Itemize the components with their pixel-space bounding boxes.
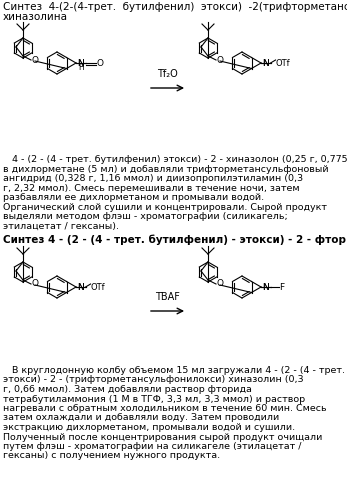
- Text: Синтез  4-(2-(4-трет.  бутилфенил)  этокси)  -2(трифторметансульфонилокси): Синтез 4-(2-(4-трет. бутилфенил) этокси)…: [3, 2, 347, 12]
- Text: разбавляли ее дихлорметаном и промывали водой.: разбавляли ее дихлорметаном и промывали …: [3, 193, 264, 202]
- Text: N: N: [262, 58, 269, 67]
- Text: OTf: OTf: [276, 59, 290, 68]
- Text: O: O: [217, 279, 224, 288]
- Text: в дихлорметане (5 мл) и добавляли трифторметансульфоновый: в дихлорметане (5 мл) и добавляли трифто…: [3, 165, 329, 174]
- Text: N: N: [262, 282, 269, 291]
- Text: TBAF: TBAF: [154, 292, 179, 302]
- Text: N: N: [77, 58, 84, 67]
- Text: O: O: [96, 59, 103, 68]
- Text: нагревали с обратным холодильником в течение 60 мин. Смесь: нагревали с обратным холодильником в теч…: [3, 404, 327, 413]
- Text: OTf: OTf: [91, 283, 105, 292]
- Text: H: H: [78, 62, 84, 71]
- Text: тетрабутиламмония (1 М в ТГФ, 3,3 мл, 3,3 ммол) и раствор: тетрабутиламмония (1 М в ТГФ, 3,3 мл, 3,…: [3, 395, 305, 404]
- Text: N: N: [77, 282, 84, 291]
- Text: O: O: [32, 55, 39, 64]
- Text: этокси) - 2 - (трифторметансульфонилокси) хиназолин (0,3: этокси) - 2 - (трифторметансульфонилокси…: [3, 376, 304, 385]
- Text: этилацетат / гексаны).: этилацетат / гексаны).: [3, 222, 119, 231]
- Text: N: N: [77, 282, 84, 291]
- Text: F: F: [280, 282, 285, 291]
- Text: хиназолина: хиназолина: [3, 12, 68, 22]
- Text: выделяли методом флэш - хроматографии (силикагель;: выделяли методом флэш - хроматографии (с…: [3, 212, 288, 221]
- Text: O: O: [32, 279, 39, 288]
- Text: В круглодонную колбу объемом 15 мл загружали 4 - (2 - (4 - трет. бутилфенила): В круглодонную колбу объемом 15 мл загру…: [3, 366, 347, 375]
- Text: затем охлаждали и добавляли воду. Затем проводили: затем охлаждали и добавляли воду. Затем …: [3, 414, 279, 423]
- Text: 4 - (2 - (4 - трет. бутилфенил) этокси) - 2 - хиназолон (0,25 г, 0,775 мол) раст: 4 - (2 - (4 - трет. бутилфенил) этокси) …: [3, 155, 347, 164]
- Text: гексаны) с получением нужного продукта.: гексаны) с получением нужного продукта.: [3, 452, 220, 461]
- Text: путем флэш - хроматографии на силикагеле (этилацетат /: путем флэш - хроматографии на силикагеле…: [3, 442, 302, 451]
- Text: N: N: [262, 282, 269, 291]
- Text: г, 0,66 ммол). Затем добавляли раствор фторида: г, 0,66 ммол). Затем добавляли раствор ф…: [3, 385, 252, 394]
- Text: экстракцию дихлорметаном, промывали водой и сушили.: экстракцию дихлорметаном, промывали водо…: [3, 423, 295, 432]
- Text: Полученный после концентрирования сырой продукт очищали: Полученный после концентрирования сырой …: [3, 433, 322, 442]
- Text: Синтез 4 - (2 - (4 - трет. бутилфенил) - этокси) - 2 - фтор – хиназолина: Синтез 4 - (2 - (4 - трет. бутилфенил) -…: [3, 234, 347, 245]
- Text: г, 2,32 ммол). Смесь перемешивали в течение ночи, затем: г, 2,32 ммол). Смесь перемешивали в тече…: [3, 184, 299, 193]
- Text: Tf₂O: Tf₂O: [156, 69, 177, 79]
- Text: N: N: [262, 58, 269, 67]
- Text: N: N: [77, 58, 84, 67]
- Text: Органический слой сушили и концентрировали. Сырой продукт: Органический слой сушили и концентрирова…: [3, 203, 327, 212]
- Text: O: O: [217, 55, 224, 64]
- Text: ангидрид (0,328 г, 1,16 ммол) и диизопропилэтиламин (0,3: ангидрид (0,328 г, 1,16 ммол) и диизопро…: [3, 174, 303, 183]
